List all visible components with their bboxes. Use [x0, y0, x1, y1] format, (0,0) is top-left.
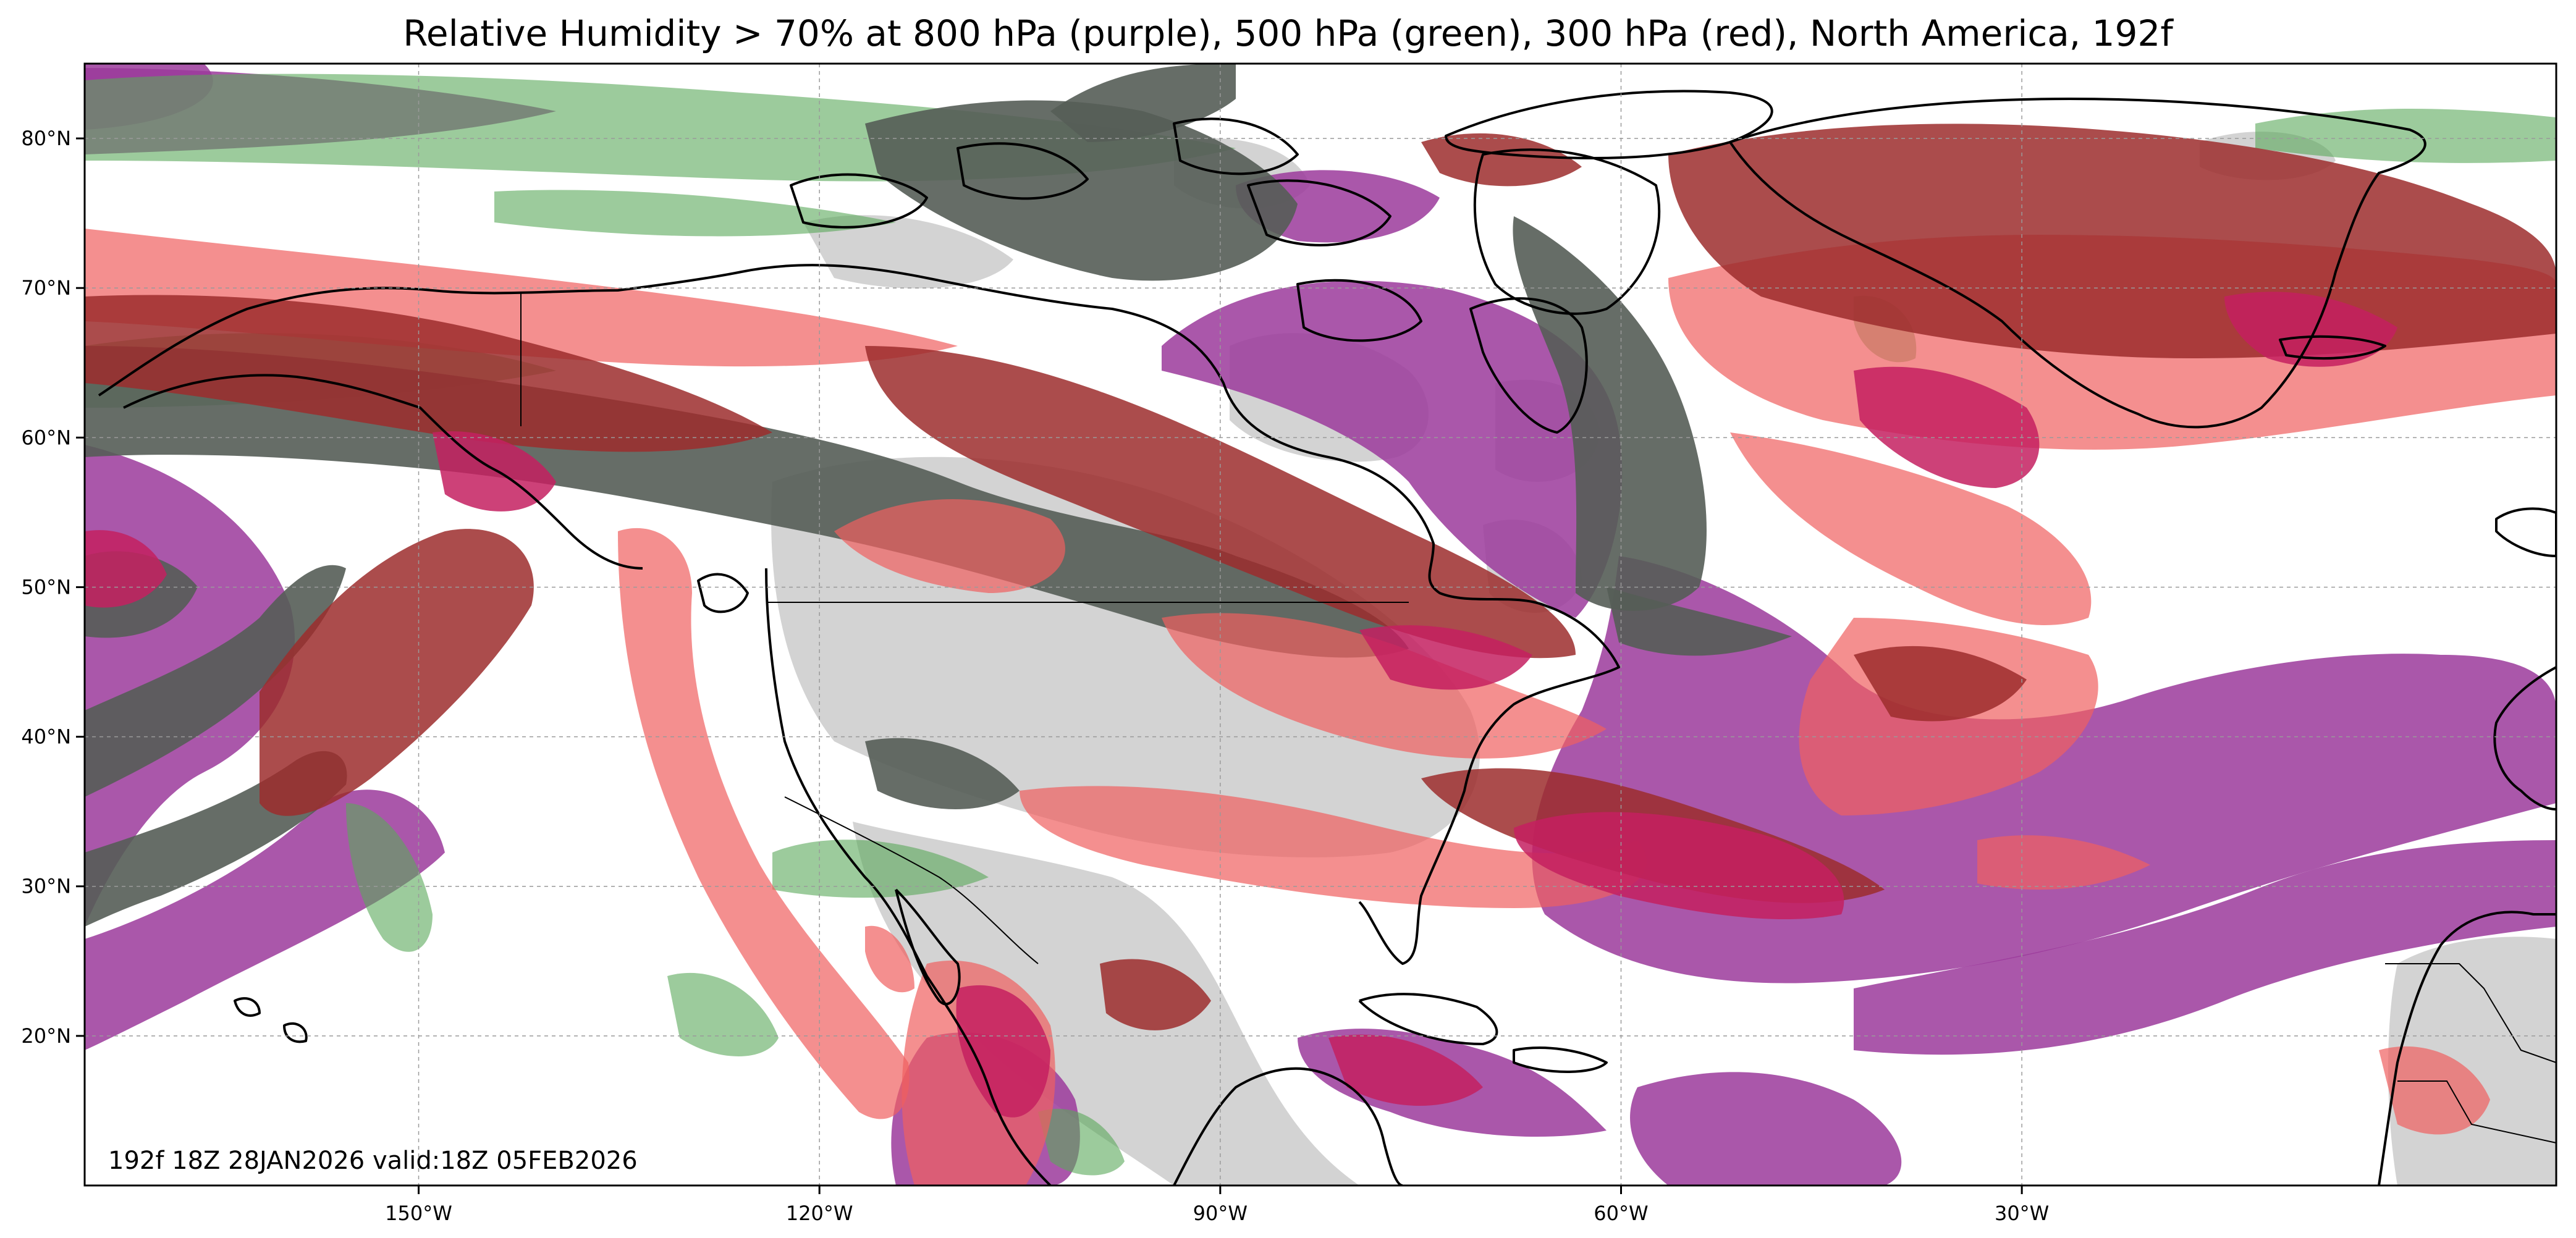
gridlines: [85, 64, 2556, 1185]
lat-tick-label: 30°N: [21, 875, 71, 898]
map-frame: [83, 62, 2557, 1187]
map-title: Relative Humidity > 70% at 800 hPa (purp…: [403, 12, 2173, 54]
lat-tick-label: 80°N: [21, 127, 71, 150]
lat-tick-label: 40°N: [21, 725, 71, 749]
axis-ticks: 20°N 30°N 40°N 50°N 60°N 70°N 80°N 150°W 120°W 90…: [21, 127, 2049, 1225]
overlap-500-300-layer: [85, 124, 2556, 1030]
validity-time: 192f 18Z 28JAN2026 valid:18Z 05FEB2026: [108, 1147, 638, 1175]
lon-tick-label: 30°W: [1995, 1202, 2049, 1225]
lat-tick-label: 50°N: [21, 575, 71, 599]
overlap-800-300-layer: [85, 292, 2397, 1118]
lat-tick-label: 60°N: [21, 426, 71, 449]
lon-tick-label: 150°W: [385, 1202, 452, 1225]
humidity-layers: [85, 64, 2556, 1185]
lon-tick-label: 120°W: [786, 1202, 853, 1225]
lat-tick-label: 70°N: [21, 276, 71, 300]
political-boundaries: [520, 292, 2556, 1143]
lon-tick-label: 60°W: [1594, 1202, 1648, 1225]
lon-tick-label: 90°W: [1193, 1202, 1248, 1225]
lat-tick-label: 20°N: [21, 1024, 71, 1048]
coastlines: [98, 90, 2556, 1185]
